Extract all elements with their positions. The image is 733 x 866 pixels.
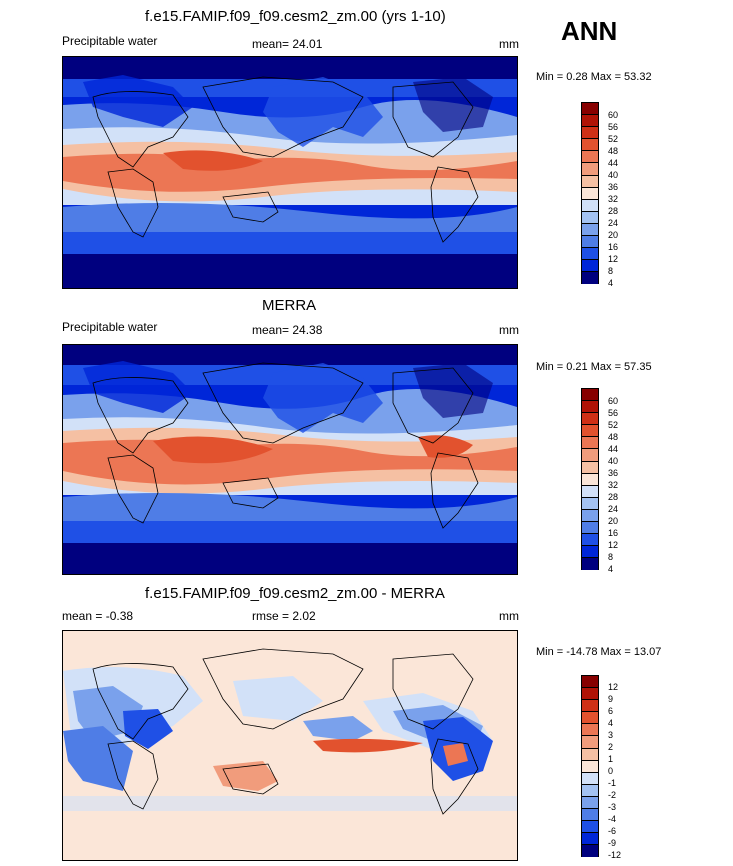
panel-1-tick: 44 — [608, 158, 619, 168]
panel-3-tick: 12 — [608, 682, 619, 692]
panel-1-tick: 60 — [608, 110, 619, 120]
panel-1-tick: 24 — [608, 218, 619, 228]
season-label: ANN — [561, 16, 618, 46]
panel-3-tick: -2 — [608, 790, 617, 800]
panel-1-tick: 4 — [608, 278, 614, 288]
panel-2-tick: 16 — [608, 528, 619, 538]
panel-2-title: MERRA — [262, 297, 317, 314]
panel-3-tick: 9 — [608, 694, 614, 704]
panel-1-tick: 56 — [608, 122, 619, 132]
panel-1-map — [62, 56, 518, 289]
panel-3-tick: -4 — [608, 814, 617, 824]
panel-1-tick: 28 — [608, 206, 619, 216]
panel-3-tick: -6 — [608, 826, 617, 836]
panel-2-tick: 60 — [608, 396, 619, 406]
panel-1-tick: 12 — [608, 254, 619, 264]
panel-3-units: mm — [499, 609, 519, 623]
panel-3-tick: 2 — [608, 742, 614, 752]
panel-1-tick: 40 — [608, 170, 619, 180]
panel-3-map — [62, 630, 518, 861]
panel-1-tick: 32 — [608, 194, 619, 204]
panel-3-rmse: rmse = 2.02 — [252, 609, 316, 623]
panel-3-tick: 1 — [608, 754, 614, 764]
panel-2-tick: 24 — [608, 504, 619, 514]
panel-3-tick: -9 — [608, 838, 617, 848]
panel-2-tick: 20 — [608, 516, 619, 526]
panel-3-tick: -3 — [608, 802, 617, 812]
panel-3-tick: 0 — [608, 766, 614, 776]
panel-3-tick: 6 — [608, 706, 614, 716]
panel-2-tick: 32 — [608, 480, 619, 490]
panel-2-tick: 36 — [608, 468, 619, 478]
panel-3-colorbar — [581, 675, 599, 858]
panel-1-tick: 16 — [608, 242, 619, 252]
panel-2-colorbar — [581, 388, 599, 571]
panel-2-tick: 4 — [608, 564, 614, 574]
panel-3-tick: 4 — [608, 718, 614, 728]
panel-2-units: mm — [499, 323, 519, 337]
panel-2-mean: mean= 24.38 — [252, 323, 323, 337]
panel-3-tick: 3 — [608, 730, 614, 740]
panel-1-variable: Precipitable water — [62, 34, 158, 48]
panel-1-tick: 48 — [608, 146, 619, 156]
panel-1-title: f.e15.FAMIP.f09_f09.cesm2_zm.00 (yrs 1-1… — [145, 8, 446, 25]
panel-2-variable: Precipitable water — [62, 320, 158, 334]
panel-2-tick: 8 — [608, 552, 614, 562]
panel-1-tick: 20 — [608, 230, 619, 240]
panel-1-mean: mean= 24.01 — [252, 37, 323, 51]
panel-2-map — [62, 344, 518, 575]
panel-1-tick: 8 — [608, 266, 614, 276]
panel-3-tick: -1 — [608, 778, 617, 788]
panel-3-tick: -12 — [608, 850, 622, 860]
panel-3-title: f.e15.FAMIP.f09_f09.cesm2_zm.00 - MERRA — [145, 585, 445, 602]
panel-1-colorbar — [581, 102, 599, 285]
panel-2-tick: 40 — [608, 456, 619, 466]
panel-1-units: mm — [499, 37, 519, 51]
panel-1-tick: 52 — [608, 134, 619, 144]
panel-2-tick: 28 — [608, 492, 619, 502]
panel-2-tick: 12 — [608, 540, 619, 550]
panel-2-tick: 48 — [608, 432, 619, 442]
panel-1-minmax: Min = 0.28 Max = 53.32 — [536, 71, 652, 83]
panel-2-tick: 52 — [608, 420, 619, 430]
panel-3-minmax: Min = -14.78 Max = 13.07 — [536, 646, 662, 658]
panel-2-tick: 56 — [608, 408, 619, 418]
panel-2-tick: 44 — [608, 444, 619, 454]
panel-2-minmax: Min = 0.21 Max = 57.35 — [536, 361, 652, 373]
panel-3-mean: mean = -0.38 — [62, 609, 134, 623]
panel-1-tick: 36 — [608, 182, 619, 192]
